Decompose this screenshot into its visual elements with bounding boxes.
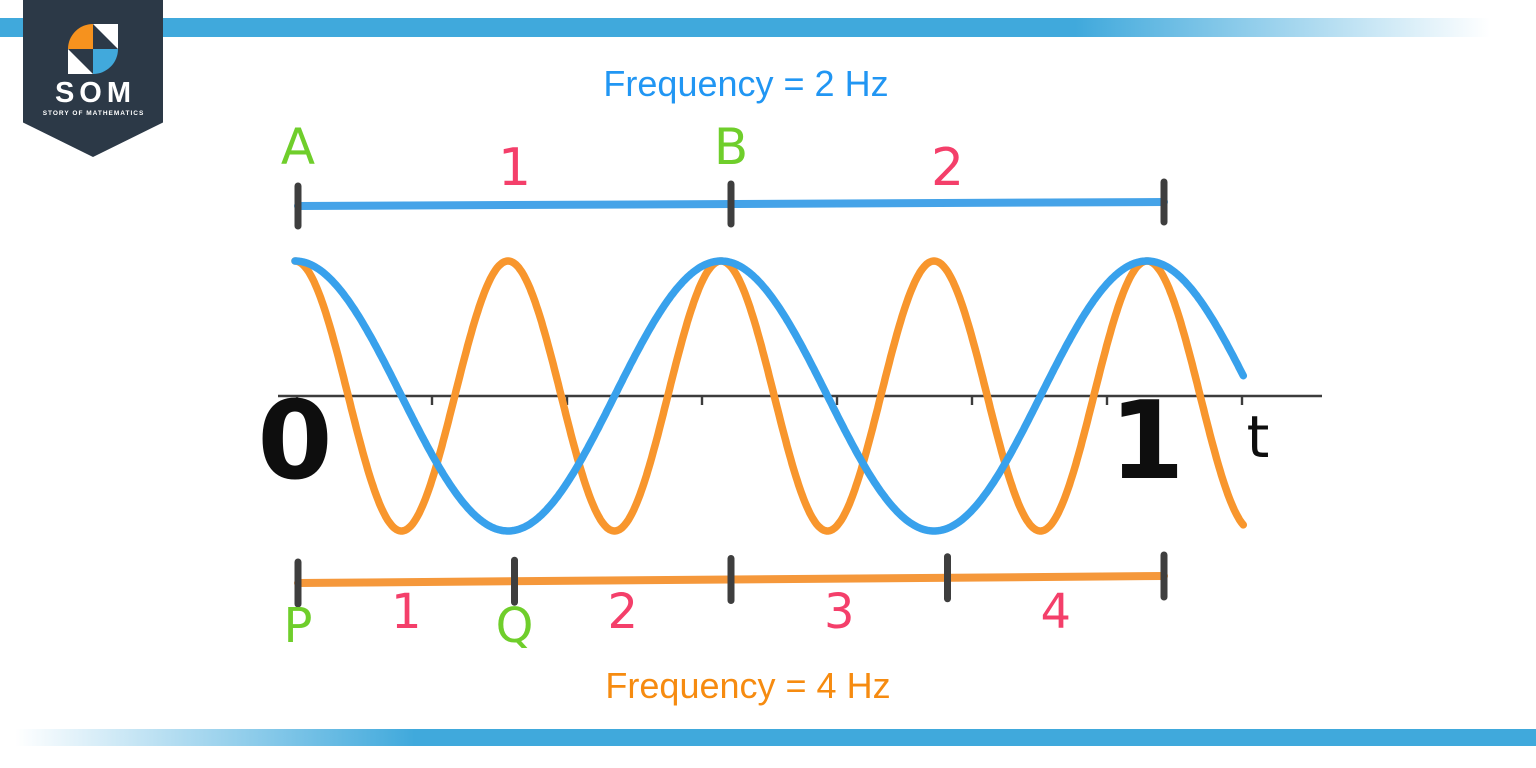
segment-label-4hz-1: 1 (390, 584, 422, 640)
point-label-A: A (280, 118, 316, 176)
segment-label-2hz-2: 2 (930, 138, 965, 198)
segment-label-2hz-1: 1 (497, 138, 532, 198)
som-pinwheel-icon (68, 24, 118, 74)
point-label-B: B (713, 118, 749, 176)
logo-title: SOM (54, 77, 137, 109)
bottom-stripe (0, 729, 1536, 746)
title-frequency-2hz: Frequency = 2 Hz (603, 63, 889, 104)
pinwheel-white-triangle-bottom-icon (68, 49, 93, 74)
som-logo-badge: SOM STORY OF MATHEMATICS (23, 0, 163, 157)
axis-label-0: 0 (257, 379, 333, 504)
wave-2hz (291, 257, 1248, 535)
segment-label-4hz-4: 4 (1040, 584, 1072, 640)
point-label-P: P (283, 598, 313, 654)
axis-xlabel-t: t (1246, 403, 1270, 471)
wave-4hz (291, 257, 1248, 535)
point-label-Q: Q (495, 598, 534, 654)
pinwheel-white-triangle-top-icon (93, 24, 118, 49)
pinwheel-orange-quarter-icon (68, 24, 93, 49)
axis-label-1: 1 (1109, 379, 1185, 504)
segment-label-4hz-2: 2 (607, 584, 639, 640)
pinwheel-blue-quarter-icon (93, 49, 118, 74)
top-stripe (0, 18, 1536, 37)
title-frequency-4hz: Frequency = 4 Hz (605, 665, 891, 706)
logo-subtitle: STORY OF MATHEMATICS (42, 110, 145, 117)
segment-label-4hz-3: 3 (823, 584, 855, 640)
